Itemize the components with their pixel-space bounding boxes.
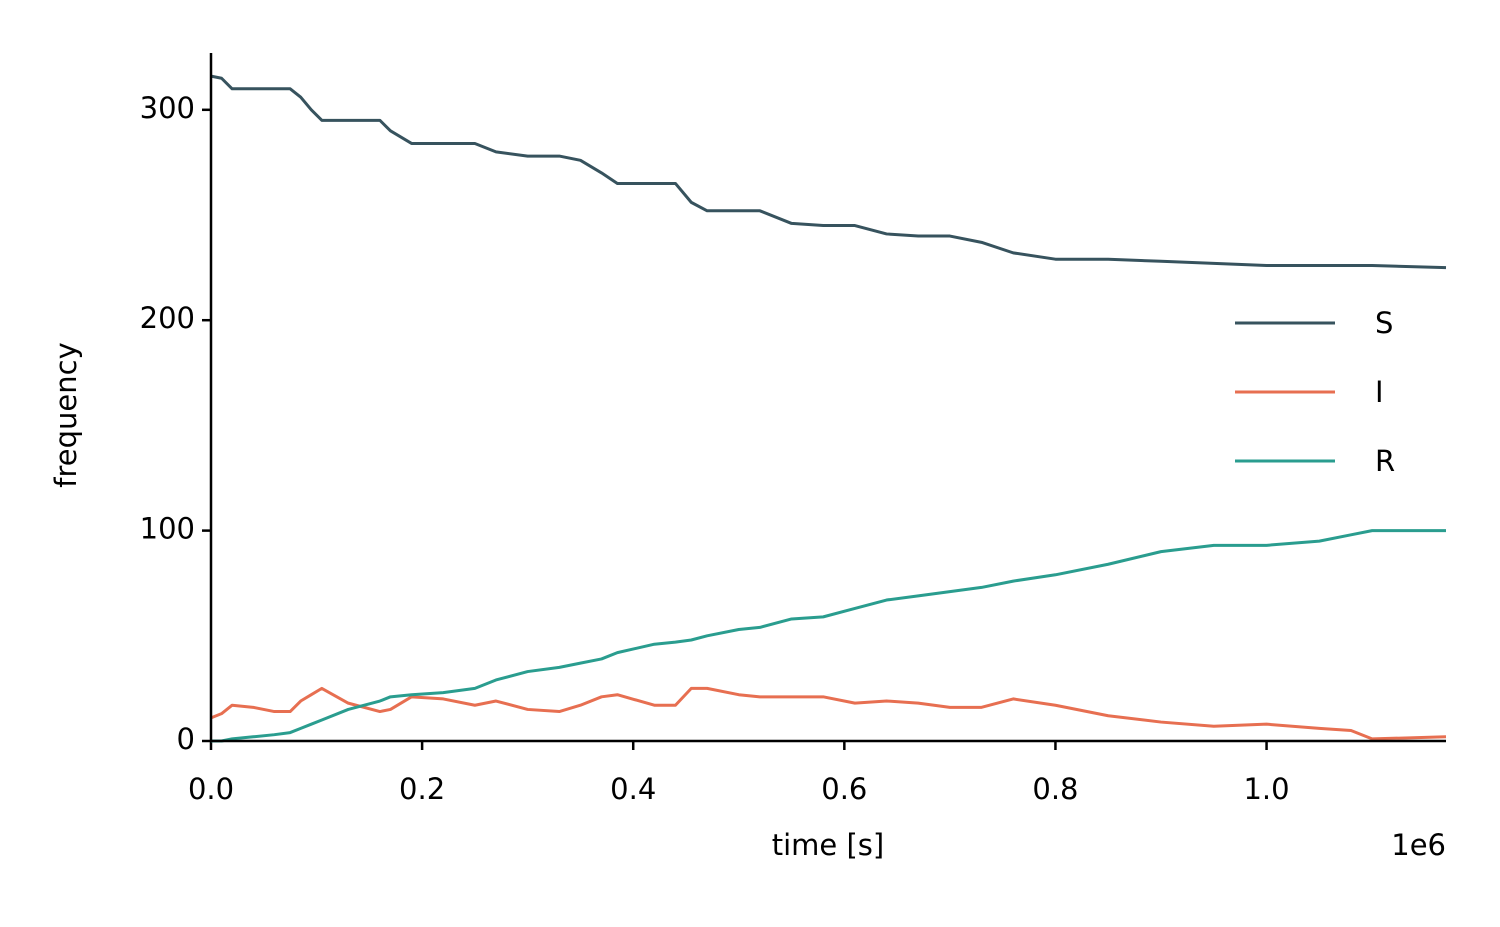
x-tick-label: 0.0 bbox=[188, 772, 234, 806]
legend-label: S bbox=[1375, 306, 1393, 340]
legend-label: R bbox=[1375, 444, 1395, 478]
y-tick-label: 100 bbox=[140, 512, 195, 546]
x-tick-label: 1.0 bbox=[1243, 772, 1289, 806]
series-line bbox=[210, 686, 1447, 741]
series-line bbox=[211, 529, 1446, 743]
x-tick-label: 0.6 bbox=[821, 772, 867, 806]
x-axis-label: time [s] bbox=[772, 828, 884, 862]
series-line bbox=[210, 74, 1447, 270]
x-tick-label: 0.2 bbox=[399, 772, 445, 806]
x-offset-label: 1e6 bbox=[1391, 828, 1446, 862]
x-tick-label: 0.4 bbox=[610, 772, 656, 806]
y-axis-label: frequency bbox=[49, 342, 83, 487]
y-tick-label: 0 bbox=[177, 722, 195, 756]
y-tick-label: 200 bbox=[140, 301, 195, 335]
y-tick-label: 300 bbox=[140, 91, 195, 125]
legend-label: I bbox=[1375, 375, 1384, 409]
x-tick-label: 0.8 bbox=[1032, 772, 1078, 806]
